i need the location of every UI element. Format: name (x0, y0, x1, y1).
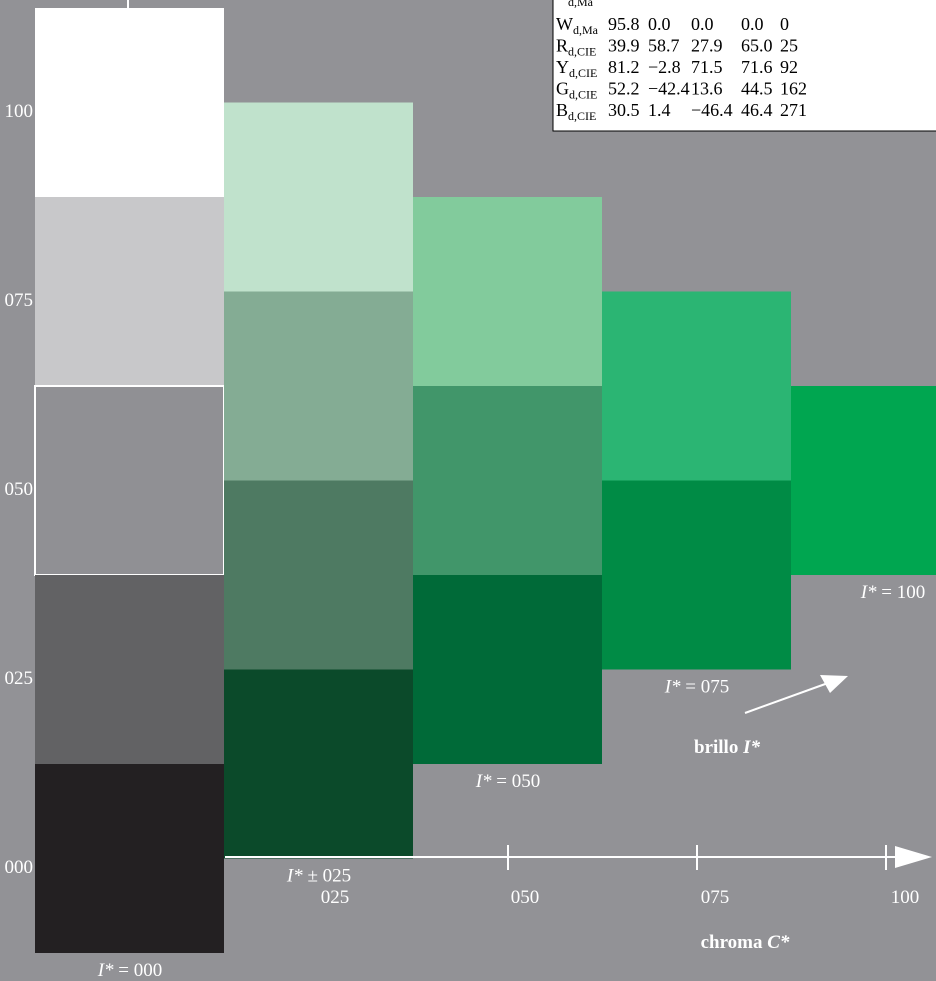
row-sub: d,Ma (573, 23, 599, 37)
y-tick-label: 075 (5, 290, 34, 311)
table-cell: 30.5 (608, 100, 640, 120)
color-patch (35, 8, 224, 197)
arrow-label: brillo I* (694, 737, 760, 758)
color-patch (413, 575, 602, 764)
table-cell: −2.8 (648, 57, 681, 77)
label-value: = 100 (881, 582, 925, 603)
row-sub: d,CIE (569, 88, 597, 102)
row-name: W (556, 14, 573, 34)
table-cell: 1.4 (648, 100, 671, 120)
column-label: I* = 100 (860, 582, 926, 603)
table-cell: 52.2 (608, 79, 640, 99)
table-cell: 71.5 (691, 57, 723, 77)
title-symbol: C* (767, 932, 790, 953)
y-tick-label: 100 (5, 101, 34, 122)
row-label: Yd,CIE (556, 57, 597, 80)
table-box (552, 0, 936, 132)
column-label: I* = 050 (475, 771, 541, 792)
column-label: I* ± 025 (286, 866, 351, 887)
table-cell: 71.6 (741, 57, 773, 77)
table-cell: 95.8 (608, 14, 640, 34)
table-cell: 13.6 (691, 79, 723, 99)
label-symbol: I* (286, 866, 303, 887)
row-label: Bd,CIE (556, 100, 596, 123)
y-tick-label: 050 (5, 479, 34, 500)
row-sub: d,CIE (568, 109, 596, 123)
color-patch (602, 480, 791, 670)
table-cell: 0.0 (648, 14, 671, 34)
table-cell: 92 (780, 57, 798, 77)
table-cell: 271 (780, 100, 807, 120)
table-cell: 0.0 (741, 14, 764, 34)
color-patch (602, 291, 791, 481)
table-cell: 81.2 (608, 57, 640, 77)
row-sub: d,CIE (568, 45, 596, 59)
label-symbol: I* (97, 960, 114, 981)
table-cell: 25 (780, 36, 798, 56)
color-patch (224, 669, 413, 859)
color-patch (413, 197, 602, 386)
table-cell: 162 (780, 79, 807, 99)
color-patch (35, 197, 224, 386)
label-value: = 075 (685, 677, 729, 698)
x-tick-label: 050 (511, 887, 540, 908)
x-axis-arrow (895, 846, 932, 868)
column-label: I* = 075 (664, 677, 730, 698)
table-cell: 44.5 (741, 79, 773, 99)
color-patch (35, 764, 224, 953)
row-name: Y (556, 57, 569, 77)
row-label: Gd,CIE (556, 79, 597, 102)
x-tick-label: 025 (321, 887, 350, 908)
label-symbol: I* (860, 582, 877, 603)
label-symbol: I* (475, 771, 492, 792)
row-name: B (556, 100, 568, 120)
arrow-head (820, 675, 848, 693)
label-value: = 050 (496, 771, 540, 792)
table-cell: 0.0 (691, 14, 714, 34)
table-cell: 46.4 (741, 100, 773, 120)
arrow-line (744, 682, 829, 714)
table-cell: 27.9 (691, 36, 723, 56)
color-patch (224, 102, 413, 292)
table-fragment: d,Ma (568, 0, 594, 9)
x-axis-title: chroma C* (701, 932, 790, 953)
label-symbol: I* (664, 677, 681, 698)
color-patch (413, 386, 602, 575)
table-cell: −42.4 (648, 79, 690, 99)
label-symbol: I* (742, 737, 760, 758)
table-cell: 58.7 (648, 36, 680, 56)
y-tick-label: 025 (5, 668, 34, 689)
row-label: Wd,Ma (556, 14, 599, 37)
color-patch (791, 386, 936, 575)
row-sub: d,CIE (569, 66, 597, 80)
color-patch (224, 480, 413, 670)
row-name: G (556, 79, 569, 99)
color-patch (35, 575, 224, 764)
color-patch (224, 291, 413, 481)
table-cell: 0 (780, 14, 789, 34)
column-label: I* = 000 (97, 960, 163, 981)
table-cell: 39.9 (608, 36, 640, 56)
table-cell: 65.0 (741, 36, 773, 56)
x-tick-label: 100 (891, 887, 920, 908)
label-value: = 000 (118, 960, 162, 981)
row-name: R (556, 36, 568, 56)
color-patch (35, 386, 224, 575)
table-cell: −46.4 (691, 100, 733, 120)
row-label: Rd,CIE (556, 36, 596, 59)
y-tick-label: 000 (5, 857, 34, 878)
label-text: brillo (694, 737, 743, 758)
label-value: ± 025 (307, 866, 351, 887)
title-text: chroma (701, 932, 768, 953)
x-tick-label: 075 (701, 887, 730, 908)
